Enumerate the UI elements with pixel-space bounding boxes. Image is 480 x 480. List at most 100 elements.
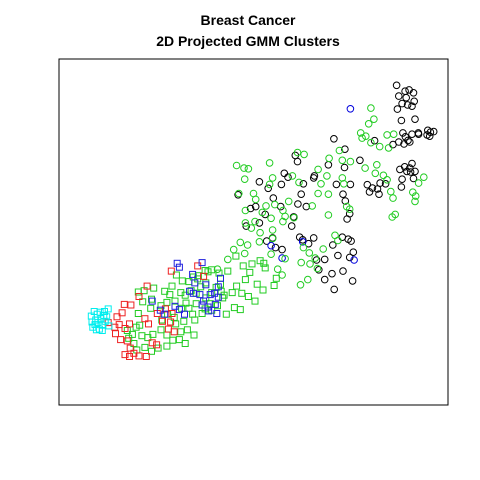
scatter-point-s5-21 bbox=[173, 259, 181, 267]
scatter-point-s5-4 bbox=[200, 297, 208, 305]
scatter-point-s2-90 bbox=[383, 131, 391, 139]
scatter-point-s2-7 bbox=[373, 161, 381, 169]
scatter-point-s0-72 bbox=[264, 184, 273, 193]
scatter-point-s5-7 bbox=[206, 291, 214, 299]
scatter-point-s6-15 bbox=[90, 308, 98, 315]
scatter-point-s3-54 bbox=[149, 330, 157, 338]
scatter-point-s2-84 bbox=[240, 249, 249, 258]
scatter-point-s0-42 bbox=[365, 188, 374, 196]
scatter-point-s2-67 bbox=[305, 249, 314, 257]
scatter-point-s0-62 bbox=[297, 190, 306, 198]
scatter-point-s2-46 bbox=[251, 195, 260, 204]
scatter-point-s0-49 bbox=[341, 197, 350, 205]
scatter-point-s2-38 bbox=[290, 213, 298, 222]
scatter-point-s2-29 bbox=[314, 189, 322, 198]
scatter-point-s0-80 bbox=[242, 222, 250, 230]
scatter-point-s0-33 bbox=[424, 126, 432, 135]
scatter-point-s3-75 bbox=[230, 304, 238, 312]
scatter-point-s2-89 bbox=[361, 164, 369, 172]
scatter-point-s2-26 bbox=[335, 146, 344, 155]
scatter-point-s2-6 bbox=[384, 144, 393, 152]
scatter-point-s3-34 bbox=[180, 317, 188, 325]
scatter-point-s5-19 bbox=[156, 306, 164, 314]
scatter-point-s2-71 bbox=[334, 236, 342, 245]
scatter-point-s3-52 bbox=[138, 332, 146, 340]
scatter-point-s2-14 bbox=[391, 210, 400, 219]
scatter-point-s3-5 bbox=[224, 267, 232, 275]
scatter-point-s2-10 bbox=[383, 176, 391, 184]
scatter-point-s3-94 bbox=[232, 252, 240, 260]
scatter-point-s2-34 bbox=[300, 150, 308, 159]
scatter-point-s3-90 bbox=[270, 282, 278, 289]
scatter-point-s2-74 bbox=[304, 275, 312, 284]
scatter-point-s4-17 bbox=[135, 352, 143, 360]
points-layer bbox=[87, 81, 438, 360]
scatter-point-s0-54 bbox=[332, 180, 341, 189]
scatter-point-s4-28 bbox=[167, 267, 175, 275]
scatter-point-s2-51 bbox=[240, 175, 249, 183]
scatter-point-s2-56 bbox=[241, 206, 250, 215]
scatter-point-s4-3 bbox=[118, 309, 126, 317]
scatter-point-s0-79 bbox=[246, 204, 255, 213]
scatter-point-s0-1 bbox=[401, 87, 409, 95]
scatter-point-s4-15 bbox=[126, 353, 133, 360]
scatter-point-s4-31 bbox=[200, 272, 208, 280]
scatter-point-s0-61 bbox=[299, 180, 308, 188]
scatter-point-s3-22 bbox=[181, 291, 189, 299]
chart-title: Breast Cancer bbox=[201, 12, 296, 28]
scatter-point-s2-5 bbox=[375, 142, 384, 151]
scatter-point-s2-27 bbox=[325, 154, 333, 163]
scatter-point-s2-40 bbox=[268, 174, 277, 182]
scatter-point-s5-3 bbox=[196, 291, 204, 299]
scatter-point-s2-58 bbox=[256, 228, 264, 237]
scatter-point-s3-56 bbox=[163, 331, 171, 339]
scatter-point-s2-69 bbox=[324, 211, 333, 219]
scatter-point-s0-103 bbox=[348, 277, 357, 285]
scatter-point-s2-42 bbox=[265, 180, 274, 189]
scatter-point-s2-54 bbox=[244, 165, 253, 173]
scatter-point-s5-18 bbox=[148, 297, 156, 305]
scatter-point-s0-19 bbox=[414, 129, 423, 137]
scatter-point-s3-42 bbox=[163, 298, 171, 306]
scatter-point-s5-17 bbox=[171, 302, 179, 310]
scatter-point-s5-24 bbox=[217, 274, 224, 282]
scatter-point-s3-92 bbox=[256, 257, 264, 265]
scatter-point-s3-58 bbox=[175, 336, 183, 344]
scatter-point-s2-2 bbox=[370, 115, 378, 123]
scatter-point-s0-94 bbox=[345, 253, 354, 262]
scatter-point-s1-2 bbox=[298, 238, 307, 246]
scatter-point-s0-74 bbox=[251, 202, 260, 211]
scatter-point-s1-4 bbox=[350, 256, 358, 264]
scatter-point-s4-6 bbox=[121, 325, 129, 332]
scatter-point-s2-52 bbox=[232, 161, 241, 170]
scatter-point-s2-76 bbox=[306, 260, 314, 268]
scatter-point-s3-44 bbox=[185, 304, 193, 312]
scatter-point-s0-47 bbox=[346, 180, 355, 189]
scatter-point-s0-11 bbox=[397, 116, 406, 125]
scatter-point-s3-65 bbox=[130, 340, 138, 347]
scatter-point-s3-82 bbox=[241, 276, 249, 284]
scatter-point-s2-85 bbox=[224, 255, 232, 264]
scatter-point-s0-71 bbox=[255, 178, 264, 186]
scatter-point-s2-91 bbox=[389, 130, 398, 138]
scatter-point-s3-51 bbox=[128, 330, 136, 338]
scatter-point-s0-86 bbox=[298, 236, 307, 244]
scatter-point-s5-20 bbox=[161, 310, 169, 318]
scatter-point-s5-11 bbox=[205, 307, 213, 315]
scatter-point-s4-10 bbox=[112, 330, 119, 338]
plot-area-frame bbox=[58, 58, 449, 406]
scatter-point-s2-60 bbox=[243, 241, 252, 249]
scatter-point-s0-83 bbox=[271, 243, 280, 252]
scatter-point-s3-8 bbox=[197, 283, 205, 291]
scatter-point-s2-61 bbox=[268, 226, 277, 234]
scatter-point-s2-37 bbox=[308, 202, 317, 210]
scatter-point-s0-91 bbox=[347, 237, 355, 245]
scatter-point-s1-1 bbox=[267, 241, 275, 250]
scatter-point-s0-66 bbox=[294, 200, 302, 208]
scatter-point-s3-49 bbox=[134, 310, 142, 317]
scatter-point-s2-21 bbox=[340, 180, 348, 188]
scatter-point-s0-84 bbox=[278, 245, 286, 254]
scatter-point-s2-3 bbox=[358, 134, 366, 142]
scatter-point-s3-67 bbox=[123, 327, 131, 334]
scatter-point-s3-85 bbox=[259, 286, 267, 294]
